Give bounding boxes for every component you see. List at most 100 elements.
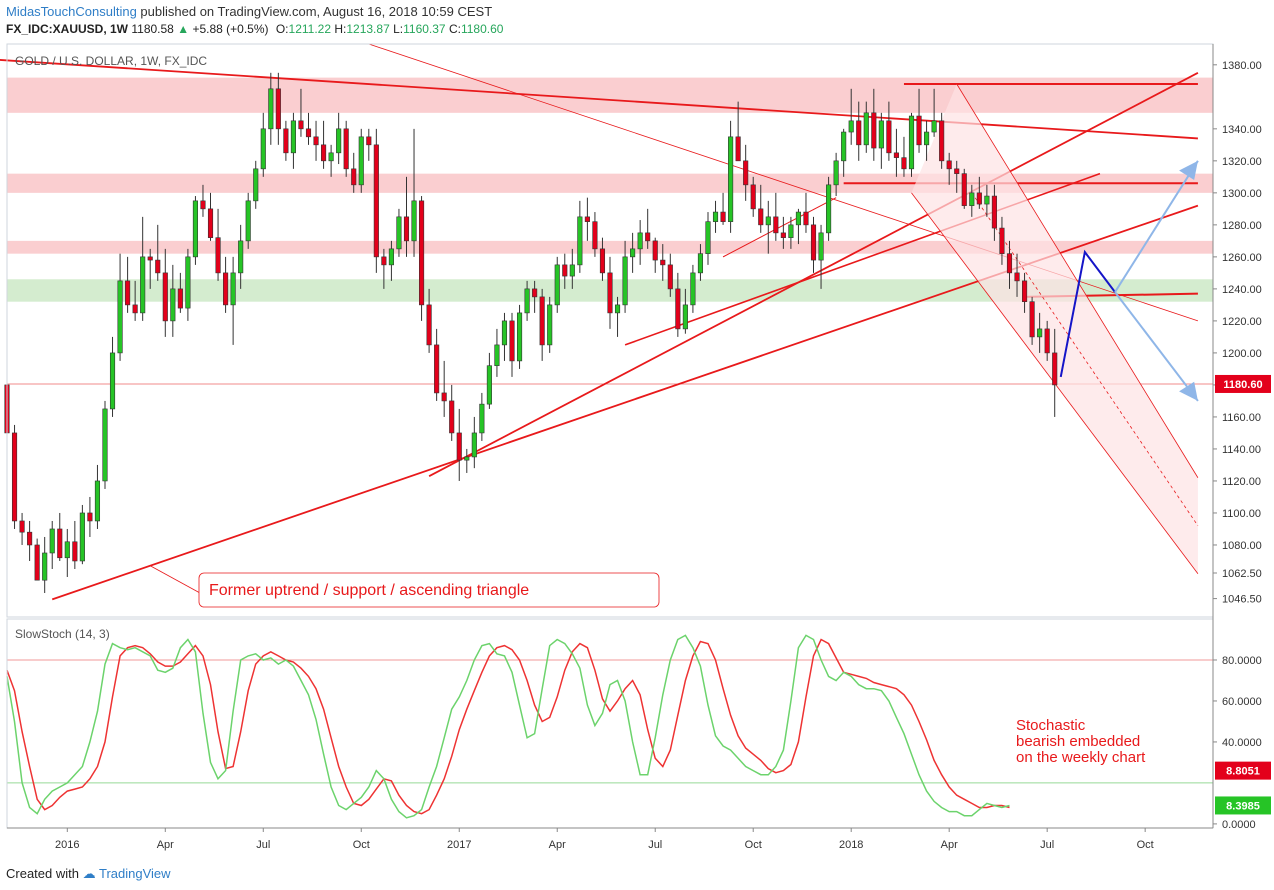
candle-body — [1014, 272, 1020, 282]
zone-red — [7, 240, 1213, 254]
tradingview-brand[interactable]: TradingView — [99, 866, 171, 881]
stoch-tick-label: 60.0000 — [1222, 696, 1262, 708]
candle-body — [758, 208, 764, 226]
candle-body — [486, 365, 492, 405]
trend-line — [0, 59, 1198, 140]
author-link[interactable]: MidasTouchConsulting — [6, 4, 137, 19]
candle-body — [1037, 328, 1043, 338]
candle-body — [599, 248, 606, 274]
candle-body — [607, 272, 613, 314]
candle-body — [614, 304, 621, 314]
price-tick-label: 1062.50 — [1222, 568, 1262, 580]
candle-body — [336, 128, 342, 154]
candle-body — [509, 320, 515, 362]
stoch-k-badge-label: 8.3985 — [1226, 800, 1260, 812]
high-label: H: — [334, 22, 347, 36]
candle-body — [464, 456, 470, 461]
candle-body — [351, 168, 357, 186]
time-tick-label: Jul — [1040, 839, 1054, 851]
stoch-d-badge — [1215, 761, 1271, 780]
zone-red — [7, 77, 1213, 113]
stoch-tick-label: 40.0000 — [1222, 737, 1262, 749]
price-tick-label: 1260.00 — [1222, 252, 1262, 264]
candle-body — [833, 160, 839, 186]
candle-body — [645, 232, 651, 242]
candle-body — [125, 280, 131, 306]
candle-body — [456, 432, 462, 461]
candle-body — [931, 120, 937, 133]
last-price-badge — [1215, 374, 1271, 393]
annotation-box — [198, 572, 660, 608]
candle-body — [328, 152, 334, 162]
price-tick-label: 1140.00 — [1222, 444, 1261, 456]
candle-body — [449, 400, 455, 434]
candle-body — [230, 272, 236, 306]
stoch-annotation-line: Stochastic — [1016, 717, 1086, 734]
candle-body — [1052, 352, 1058, 386]
candle-body — [690, 272, 696, 306]
open-label: O: — [275, 22, 289, 36]
candle-body — [999, 227, 1005, 254]
candle-body — [343, 128, 349, 170]
candle-body — [117, 280, 123, 354]
low-value: 1160.37 — [403, 22, 446, 36]
descending-channel — [911, 84, 1198, 574]
candle-body — [856, 120, 862, 146]
stoch-d-badge-label: 8.8051 — [1226, 766, 1260, 778]
candle-body — [57, 528, 63, 559]
candle-body — [200, 200, 206, 210]
candle-body — [1029, 301, 1035, 338]
candle-body — [705, 221, 711, 254]
candle-body — [924, 131, 930, 146]
price-tick-label: 1300.00 — [1222, 188, 1262, 200]
candle-body — [94, 480, 101, 522]
candle-body — [358, 136, 364, 186]
created-with-text: Created with — [6, 866, 79, 881]
candle-body — [64, 541, 70, 559]
trend-line — [428, 72, 1199, 477]
up-arrow-icon: ▲ — [177, 22, 190, 36]
candle-body — [652, 240, 658, 261]
candle-body — [818, 232, 824, 261]
close-value: 1180.60 — [460, 22, 504, 36]
chart-area[interactable]: GOLD / U.S. DOLLAR, 1W, FX_IDC Former upt… — [0, 40, 1274, 890]
candle-body — [788, 224, 794, 238]
candle-body — [215, 237, 221, 274]
candle-body — [916, 115, 922, 146]
candle-body — [562, 264, 568, 277]
candle-body — [27, 531, 33, 546]
candle-body — [577, 216, 583, 266]
candle-body — [192, 200, 198, 258]
candle-body — [547, 304, 553, 346]
candle-body — [373, 144, 379, 258]
candle-body — [403, 216, 410, 242]
candle-body — [471, 432, 477, 458]
candle-body — [426, 304, 432, 346]
time-tick-label: Apr — [157, 839, 174, 851]
candle-body — [660, 259, 666, 266]
price-tick-label: 1160.00 — [1222, 412, 1261, 424]
candle-body — [72, 541, 78, 562]
candle-body — [743, 160, 749, 186]
stoch-annotation-line: bearish embedded — [1016, 733, 1140, 750]
candle-body — [780, 232, 786, 238]
candle-body — [554, 264, 560, 306]
candle-body — [207, 208, 214, 238]
channel-top — [956, 83, 1199, 478]
candle-body — [34, 544, 40, 581]
time-tick-label: 2016 — [55, 839, 79, 851]
candle-body — [532, 288, 538, 298]
time-tick-label: Oct — [353, 839, 370, 851]
price-change: +5.88 (+0.5%) — [192, 22, 269, 36]
candle-body — [584, 216, 590, 222]
candle-body — [501, 320, 508, 346]
candle-body — [155, 259, 161, 274]
candle-body — [49, 528, 55, 554]
candle-body — [728, 136, 734, 222]
candle-body — [878, 120, 884, 149]
candle-body — [939, 120, 945, 162]
candle-body — [419, 200, 425, 306]
candle-body — [283, 128, 289, 154]
candle-body — [162, 272, 168, 322]
